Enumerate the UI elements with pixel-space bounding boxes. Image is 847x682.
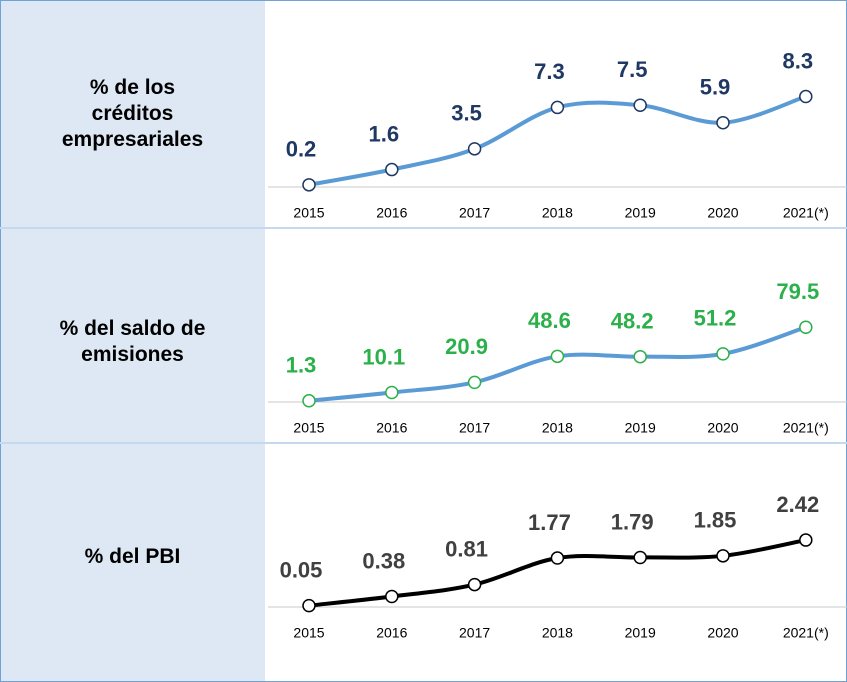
x-tick-label: 2020 — [707, 420, 738, 436]
marker — [799, 320, 813, 335]
x-tick-label: 2020 — [707, 205, 738, 221]
x-tick-label: 2018 — [542, 205, 573, 221]
x-tick-label: 2021(*) — [783, 625, 829, 641]
value-label: 48.6 — [528, 308, 571, 333]
row-title-box: % del PBI — [0, 443, 265, 671]
marker — [302, 178, 316, 192]
row-title-box: % del saldo de emisiones — [0, 228, 265, 456]
value-label: 8.3 — [783, 48, 814, 73]
value-label: 5.9 — [700, 75, 731, 100]
value-label: 1.3 — [286, 353, 317, 378]
x-tick-label: 2016 — [376, 205, 407, 221]
marker — [716, 115, 730, 130]
marker — [385, 589, 399, 604]
value-label: 48.2 — [611, 309, 654, 334]
marker — [633, 98, 647, 112]
value-label: 79.5 — [776, 279, 819, 304]
value-label: 0.05 — [280, 557, 323, 582]
marker — [467, 375, 482, 390]
x-tick-label: 2015 — [293, 205, 324, 221]
row-title-box: % de los créditos empresariales — [0, 0, 265, 228]
value-label: 1.79 — [611, 509, 654, 534]
x-tick-label: 2015 — [293, 625, 324, 641]
marker — [799, 533, 813, 547]
marker — [550, 100, 565, 115]
value-label: 0.81 — [445, 536, 488, 561]
row-title: % de los créditos empresariales — [61, 76, 204, 151]
x-tick-label: 2021(*) — [783, 205, 829, 221]
marker — [716, 347, 730, 361]
value-label: 0.2 — [286, 137, 317, 162]
marker — [302, 394, 316, 408]
value-label: 1.6 — [369, 121, 400, 146]
marker — [550, 349, 565, 364]
value-label: 1.85 — [694, 508, 737, 533]
x-tick-label: 2020 — [707, 625, 738, 641]
x-tick-label: 2015 — [293, 420, 324, 436]
marker — [385, 162, 399, 177]
marker — [467, 142, 482, 156]
x-tick-label: 2016 — [376, 625, 407, 641]
x-tick-label: 2021(*) — [783, 420, 829, 436]
marker — [385, 385, 399, 400]
x-tick-label: 2019 — [625, 205, 656, 221]
value-label: 20.9 — [445, 334, 488, 359]
x-tick-label: 2018 — [542, 625, 573, 641]
value-label: 2.42 — [776, 492, 819, 517]
row-title: % del PBI — [84, 545, 181, 568]
value-label: 0.38 — [362, 548, 405, 573]
row-title: % del saldo de emisiones — [59, 317, 206, 366]
x-tick-label: 2018 — [542, 420, 573, 436]
value-label: 51.2 — [694, 306, 737, 331]
value-label: 3.5 — [451, 101, 482, 126]
x-tick-label: 2019 — [625, 625, 656, 641]
marker — [302, 598, 316, 613]
value-label: 10.1 — [362, 344, 405, 369]
marker — [799, 89, 813, 104]
value-label: 7.5 — [617, 57, 648, 82]
marker — [550, 551, 565, 565]
marker — [467, 577, 482, 592]
x-tick-label: 2017 — [459, 205, 490, 221]
x-tick-label: 2016 — [376, 420, 407, 436]
marker — [633, 349, 647, 364]
marker — [633, 550, 647, 565]
label-column — [0, 0, 265, 682]
x-tick-label: 2017 — [459, 625, 490, 641]
x-tick-label: 2019 — [625, 420, 656, 436]
marker — [716, 549, 730, 563]
x-tick-label: 2017 — [459, 420, 490, 436]
value-label: 7.3 — [534, 59, 565, 84]
value-label: 1.77 — [528, 510, 571, 535]
